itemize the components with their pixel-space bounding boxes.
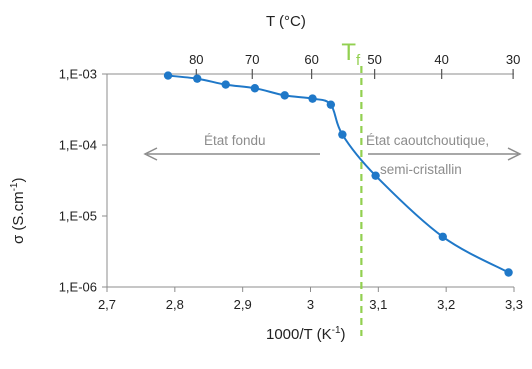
x-axis-title: 1000/T (K-1)	[266, 325, 346, 343]
data-point	[221, 80, 230, 89]
data-point	[504, 268, 513, 277]
top-tick-label: 50	[367, 52, 381, 67]
x-axis-title-main: 1000/T (K	[266, 326, 332, 343]
y-axis-title-sup: -1	[9, 182, 20, 191]
data-point	[250, 84, 260, 93]
top-tick-label: 70	[245, 52, 259, 67]
y-axis-title: σ (S.cm-1)	[9, 178, 27, 245]
top-tick-label: 40	[434, 52, 448, 67]
data-point	[163, 71, 173, 80]
x-tick-label: 3,1	[369, 297, 387, 312]
annotation-arrows	[143, 147, 522, 161]
data-point	[438, 232, 447, 241]
annotation-rubbery-state-line2: semi-cristallin	[380, 162, 462, 177]
data-point	[338, 130, 347, 139]
x-tick-label: 3	[307, 297, 314, 312]
x-tick-label: 2,9	[234, 297, 252, 312]
y-tick-label: 1,E-03	[59, 67, 97, 82]
data-point	[308, 94, 317, 103]
x-tick-group: 2,7 2,8 2,9 3 3,1 3,2 3,3	[98, 287, 523, 312]
tf-label-sub: f	[356, 52, 361, 69]
x-tick-label: 3,2	[437, 297, 455, 312]
x-axis-title-end: )	[341, 326, 346, 343]
right-arrow-head	[507, 147, 522, 161]
annotation-melt-state: État fondu	[204, 133, 266, 148]
x-tick-label: 2,8	[166, 297, 184, 312]
data-point	[326, 100, 336, 109]
top-tick-label: 60	[304, 52, 318, 67]
tf-label-main: T	[341, 39, 356, 66]
annotation-rubbery-state-line1: État caoutchoutique,	[366, 133, 489, 148]
data-point	[371, 171, 380, 180]
top-tick-group: 80 70 60 50 40 30	[189, 52, 520, 79]
y-tick-group: 1,E-06 1,E-05 1,E-04 1,E-03	[59, 67, 107, 295]
left-arrow-head	[143, 147, 158, 161]
x-tick-label: 2,7	[98, 297, 116, 312]
top-tick-label: 80	[189, 52, 203, 67]
top-axis-title: T (°C)	[266, 13, 306, 30]
y-tick-label: 1,E-05	[59, 209, 97, 224]
data-point	[280, 91, 289, 100]
top-tick-label: 30	[506, 52, 520, 67]
x-tick-label: 3,3	[505, 297, 523, 312]
tf-label: Tf	[341, 39, 361, 69]
data-point	[193, 74, 202, 83]
conductivity-series-points	[163, 71, 513, 277]
y-axis-title-main: σ (S.cm	[10, 191, 27, 244]
x-axis-title-sup: -1	[332, 325, 341, 336]
y-tick-label: 1,E-04	[59, 138, 97, 153]
y-axis-title-end: )	[10, 178, 27, 183]
y-tick-label: 1,E-06	[59, 280, 97, 295]
